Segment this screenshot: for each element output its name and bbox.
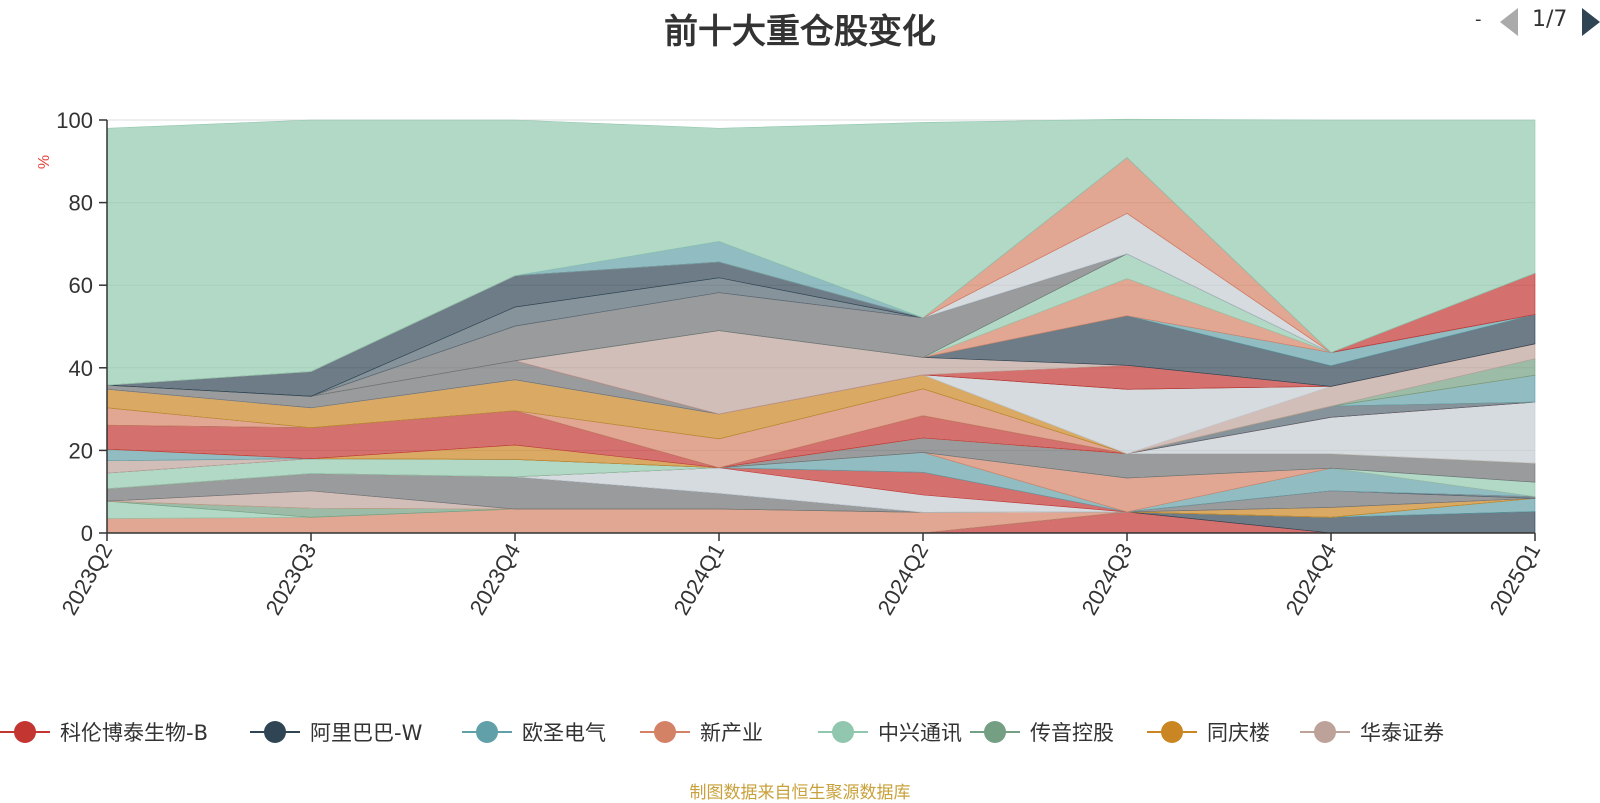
y-axis-unit-label: % [36, 155, 53, 169]
legend-more-indicator: - [1475, 9, 1482, 30]
y-tick-label: 80 [69, 191, 93, 216]
legend-marker-icon [1300, 719, 1350, 745]
legend-marker-icon [0, 719, 50, 745]
y-tick-label: 40 [69, 356, 93, 381]
legend-item[interactable]: 欧圣电气 [462, 712, 606, 752]
legend-item[interactable]: 阿里巴巴-W [250, 712, 422, 752]
stacked-area-chart: 0 20 40 60 80 100 2023Q2 2023Q3 2023Q4 2024Q1 2024… [36, 108, 1546, 619]
y-tick-label: 20 [69, 438, 93, 463]
legend: 科伦博泰生物-B 阿里巴巴-W 欧圣电气 新产业 中兴通讯 传音控股 同庆楼 华泰证券 [0, 712, 1600, 752]
legend-marker-icon [1147, 719, 1197, 745]
legend-item[interactable]: 华泰证券 [1300, 712, 1444, 752]
legend-label: 华泰证券 [1360, 721, 1444, 745]
legend-label: 阿里巴巴-W [310, 721, 423, 745]
legend-label: 同庆楼 [1207, 721, 1270, 745]
legend-label: 欧圣电气 [522, 721, 606, 745]
y-tick-label: 100 [56, 108, 93, 133]
legend-label: 中兴通讯 [878, 721, 962, 745]
legend-marker-icon [970, 719, 1020, 745]
legend-prev-page-button[interactable] [1500, 8, 1518, 36]
area-series-43 [106, 118, 1536, 386]
x-tick-label: 2023Q2 [57, 539, 118, 619]
x-tick-label: 2023Q4 [465, 539, 526, 619]
legend-page-indicator: 1/7 [1532, 7, 1568, 32]
legend-item[interactable]: 传音控股 [970, 712, 1114, 752]
legend-label: 新产业 [700, 721, 763, 745]
y-tick-label: 60 [69, 273, 93, 298]
legend-marker-icon [250, 719, 300, 745]
legend-item[interactable]: 同庆楼 [1147, 712, 1270, 752]
x-tick-label: 2025Q1 [1485, 539, 1546, 619]
legend-item[interactable]: 新产业 [640, 712, 763, 752]
legend-marker-icon [640, 719, 690, 745]
legend-marker-icon [818, 719, 868, 745]
x-tick-label: 2024Q2 [873, 539, 934, 619]
x-tick-label: 2024Q1 [669, 539, 730, 619]
legend-label: 科伦博泰生物-B [60, 721, 208, 745]
legend-marker-icon [462, 719, 512, 745]
legend-item[interactable]: 科伦博泰生物-B [0, 712, 208, 752]
chart-title: 前十大重仓股变化 [664, 12, 936, 52]
x-tick-label: 2023Q3 [261, 539, 322, 619]
y-tick-label: 0 [81, 521, 93, 546]
legend-next-page-button[interactable] [1582, 8, 1600, 36]
legend-item[interactable]: 中兴通讯 [818, 712, 962, 752]
area-series [106, 118, 1536, 534]
data-source-note: 制图数据来自恒生聚源数据库 [689, 783, 911, 803]
legend-label: 传音控股 [1030, 721, 1114, 745]
x-tick-label: 2024Q4 [1281, 539, 1342, 619]
x-tick-label: 2024Q3 [1077, 539, 1138, 619]
